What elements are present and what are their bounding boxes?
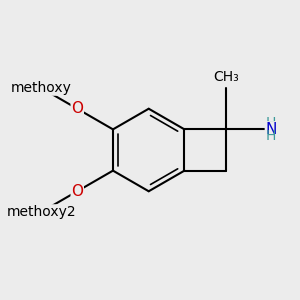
Text: methoxy2: methoxy2	[7, 205, 76, 219]
Text: H: H	[266, 129, 276, 142]
Text: N: N	[266, 122, 277, 137]
Text: O: O	[71, 101, 83, 116]
Text: methoxy: methoxy	[11, 81, 72, 95]
Text: O: O	[71, 184, 83, 199]
Text: H: H	[266, 116, 276, 130]
Text: CH₃: CH₃	[213, 70, 238, 84]
